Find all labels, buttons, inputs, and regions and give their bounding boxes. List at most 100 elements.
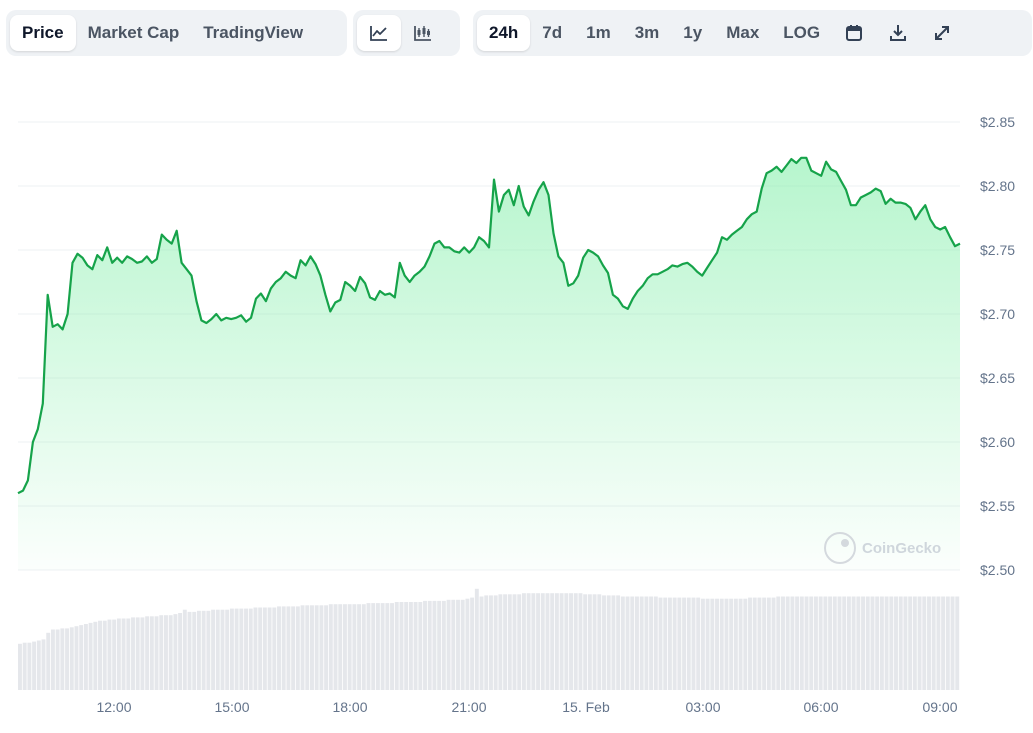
log-toggle[interactable]: LOG <box>783 23 821 42</box>
volume-bar <box>889 596 894 690</box>
volume-bar <box>262 607 267 690</box>
coingecko-watermark: CoinGecko <box>824 532 941 564</box>
chart-type-group <box>353 10 460 56</box>
volume-bar <box>206 610 211 690</box>
volume-bar <box>93 621 98 690</box>
price-area-fill <box>18 157 960 571</box>
volume-bar <box>291 606 296 690</box>
volume-bar <box>342 604 347 690</box>
volume-bar <box>630 596 635 690</box>
calendar-button[interactable] <box>832 15 876 51</box>
range-max[interactable]: Max <box>726 23 760 42</box>
volume-bar <box>135 617 140 690</box>
volume-bar <box>927 596 931 690</box>
range-24h[interactable]: 24h <box>477 15 531 51</box>
tab-tradingview[interactable]: TradingView <box>203 23 304 42</box>
volume-bar <box>503 594 508 690</box>
volume-bar <box>809 596 814 690</box>
y-tick-label: $2.55 <box>980 498 1015 514</box>
volume-bar <box>498 594 503 690</box>
volume-bar <box>846 596 851 690</box>
y-tick-label: $2.65 <box>980 370 1015 386</box>
volume-bar <box>894 596 898 690</box>
volume-bar <box>512 594 517 690</box>
volume-bar <box>757 597 762 690</box>
y-tick-label: $2.50 <box>980 562 1015 578</box>
volume-bar <box>884 596 889 690</box>
volume-bar <box>328 604 333 690</box>
volume-bar <box>74 626 79 690</box>
volume-bar <box>865 596 870 690</box>
volume-bar <box>168 615 173 690</box>
volume-bar <box>578 593 583 690</box>
volume-bar <box>554 593 559 690</box>
volume-bar <box>333 604 338 690</box>
volume-bar <box>380 603 385 690</box>
volume-bar <box>394 602 399 690</box>
volume-bar <box>234 608 239 690</box>
download-button[interactable] <box>876 15 920 51</box>
volume-bar <box>743 598 748 690</box>
volume-bar <box>917 596 922 690</box>
volume-bar <box>149 616 154 690</box>
volume-bar <box>451 599 456 690</box>
volume-bar <box>639 596 644 690</box>
volume-bar <box>644 596 649 690</box>
volume-bar <box>173 614 178 690</box>
volume-bar <box>592 594 597 690</box>
volume-bar <box>229 608 234 690</box>
volume-bar <box>856 596 861 690</box>
range-group: 24h 7d 1m 3m 1y Max LOG <box>473 10 1032 56</box>
volume-bar <box>677 597 682 690</box>
fullscreen-button[interactable] <box>920 15 964 51</box>
volume-bar <box>126 618 131 690</box>
volume-bar <box>215 609 220 690</box>
volume-bar <box>423 600 427 690</box>
volume-bar <box>79 625 84 690</box>
volume-bar <box>620 596 625 690</box>
volume-bar <box>823 596 828 690</box>
volume-bar <box>564 593 569 690</box>
volume-bar <box>474 588 479 690</box>
volume-bar <box>267 607 272 690</box>
range-3m[interactable]: 3m <box>634 23 660 42</box>
range-1y[interactable]: 1y <box>683 23 703 42</box>
volume-bar <box>762 597 767 690</box>
line-chart-button[interactable] <box>357 15 401 51</box>
range-1m[interactable]: 1m <box>586 23 611 42</box>
candlestick-chart-button[interactable] <box>401 15 445 51</box>
volume-bar <box>154 616 159 690</box>
volume-bar <box>187 611 192 690</box>
volume-bar <box>225 609 230 690</box>
volume-bar <box>112 619 117 690</box>
volume-bar <box>258 607 263 690</box>
volume-bar <box>314 605 319 690</box>
volume-bar <box>432 600 437 690</box>
volume-bar <box>875 596 880 690</box>
volume-bar <box>738 598 743 690</box>
x-tick-label: 03:00 <box>685 699 720 715</box>
volume-bar <box>719 598 724 690</box>
volume-bar <box>248 608 253 690</box>
range-7d[interactable]: 7d <box>542 23 563 42</box>
volume-bar <box>121 618 126 690</box>
y-tick-label: $2.60 <box>980 434 1015 450</box>
volume-bar <box>776 596 781 690</box>
volume-bar <box>310 605 314 690</box>
volume-bar <box>437 600 442 690</box>
volume-bar <box>239 608 244 690</box>
volume-bar <box>724 598 729 690</box>
volume-bar <box>635 596 639 690</box>
tab-market-cap[interactable]: Market Cap <box>87 23 180 42</box>
volume-bar <box>941 596 946 690</box>
volume-bar <box>489 595 493 690</box>
volume-bar <box>898 596 903 690</box>
volume-bar <box>945 596 950 690</box>
volume-bar <box>50 629 55 690</box>
tab-price[interactable]: Price <box>10 15 76 51</box>
volume-bar <box>545 593 550 690</box>
x-tick-label: 21:00 <box>451 699 486 715</box>
volume-bar <box>559 593 564 690</box>
line-chart-icon <box>370 26 387 41</box>
